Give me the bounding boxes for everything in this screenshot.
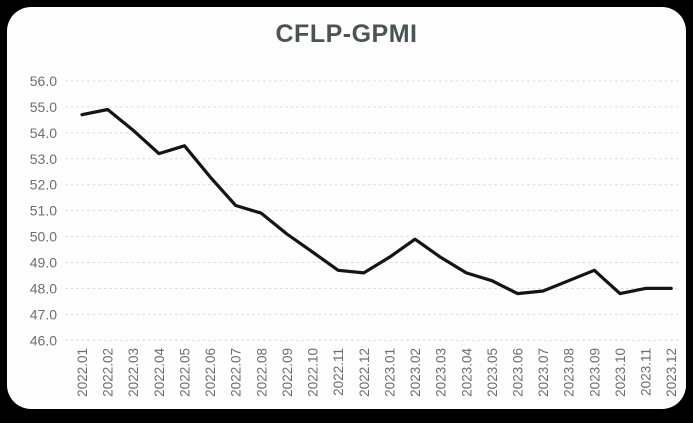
y-axis-tick-label: 49.0 <box>30 255 57 271</box>
x-axis-tick-label: 2022.01 <box>75 348 90 397</box>
x-axis-tick-label: 2023.04 <box>459 348 474 397</box>
y-axis-tick-label: 55.0 <box>30 99 57 115</box>
x-axis-tick-label: 2023.12 <box>664 348 679 397</box>
y-axis-tick-label: 53.0 <box>30 151 57 167</box>
x-axis-tick-label: 2023.02 <box>408 348 423 397</box>
y-axis-tick-label: 46.0 <box>30 332 57 348</box>
x-axis-tick-label: 2023.11 <box>639 348 654 396</box>
x-axis-tick-label: 2023.01 <box>382 348 397 397</box>
x-axis-tick-label: 2023.09 <box>587 348 602 397</box>
x-axis-tick-label: 2022.10 <box>306 348 321 397</box>
x-axis-tick-label: 2023.10 <box>613 348 628 397</box>
x-axis-tick-label: 2022.05 <box>177 348 192 397</box>
x-axis-tick-label: 2022.07 <box>229 348 244 397</box>
data-series-line <box>80 107 673 296</box>
y-axis-tick-label: 47.0 <box>30 306 57 322</box>
x-axis-tick-label: 2023.03 <box>434 348 449 397</box>
x-axis-tick-label: 2023.06 <box>510 348 525 397</box>
x-axis-tick-label: 2023.05 <box>485 348 500 397</box>
y-axis-tick-label: 52.0 <box>30 177 57 193</box>
y-axis-tick-label: 48.0 <box>30 280 57 296</box>
x-axis-tick-label: 2022.08 <box>254 348 269 397</box>
line-chart: 56.0 55.0 54.0 53.0 52.0 51.0 50.0 49.0 48.0 47.0… <box>30 73 679 397</box>
x-axis-tick-label: 2022.03 <box>126 348 141 397</box>
x-axis-tick-label: 2022.06 <box>203 348 218 397</box>
x-axis-tick-label: 2022.09 <box>280 348 295 397</box>
y-axis-tick-label: 56.0 <box>30 73 57 89</box>
y-axis-tick-label: 50.0 <box>30 229 57 245</box>
x-axis-tick-label: 2023.07 <box>536 348 551 397</box>
x-axis-tick-label: 2022.02 <box>101 348 116 397</box>
y-axis-tick-label: 51.0 <box>30 203 57 219</box>
x-axis-tick-label: 2023.08 <box>562 348 577 397</box>
y-axis-tick-label: 54.0 <box>30 125 57 141</box>
x-axis-tick-label: 2022.04 <box>152 348 167 397</box>
x-axis-tick-label: 2022.12 <box>357 348 372 397</box>
chart-card: CFLP-GPMI 56.0 55.0 54.0 53.0 52.0 51.0 50.0 49… <box>7 7 686 409</box>
chart-title: CFLP-GPMI <box>275 20 418 48</box>
x-axis-tick-label: 2022.11 <box>331 348 346 396</box>
